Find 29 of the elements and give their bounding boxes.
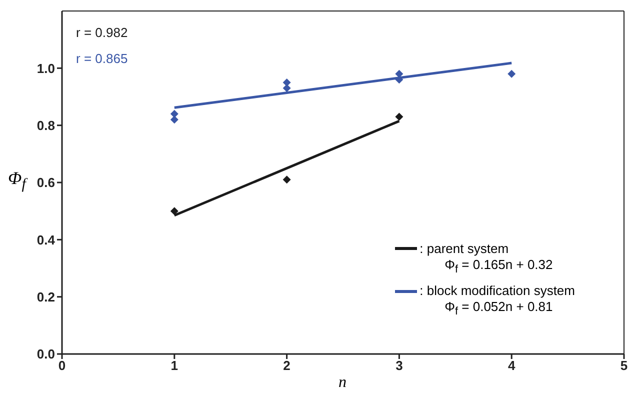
annotation: Φ$_{f}$ = 0.165n + 0.32 bbox=[444, 256, 554, 278]
y-tick-label: 1.0 bbox=[36, 60, 55, 76]
point bbox=[170, 110, 178, 118]
point bbox=[395, 76, 404, 84]
y-tick-label: 0.4 bbox=[36, 232, 56, 248]
point bbox=[395, 70, 404, 78]
point bbox=[282, 176, 291, 184]
point bbox=[170, 207, 178, 216]
x-tick-label: 4 bbox=[508, 358, 516, 374]
y-axis-title: Φ$_{f}$ bbox=[8, 168, 26, 194]
y-tick-label: 0.6 bbox=[36, 175, 55, 190]
point bbox=[395, 112, 404, 121]
point bbox=[282, 84, 291, 92]
annotation: r = 0.982 bbox=[76, 24, 128, 42]
annotation: Φ$_{f}$ = 0.052n + 0.81 bbox=[444, 299, 554, 320]
x-tick-label: 3 bbox=[396, 358, 403, 374]
y-tick-label: 0.8 bbox=[36, 118, 55, 133]
annotation: r = 0.865 bbox=[76, 50, 128, 68]
legend-label: : parent system bbox=[420, 240, 509, 257]
y-tick-label: 0.0 bbox=[36, 346, 55, 362]
y-tick-label: 0.2 bbox=[36, 289, 55, 304]
x-tick-label: 1 bbox=[170, 358, 178, 374]
x-tick-label: 0 bbox=[58, 358, 66, 374]
legend-label: : block modification system bbox=[420, 283, 575, 300]
x-tick-label: 2 bbox=[283, 358, 290, 374]
point bbox=[508, 70, 516, 78]
x-tick-label: 5 bbox=[620, 358, 628, 374]
x-axis-title: n bbox=[338, 374, 346, 392]
point bbox=[170, 116, 178, 124]
